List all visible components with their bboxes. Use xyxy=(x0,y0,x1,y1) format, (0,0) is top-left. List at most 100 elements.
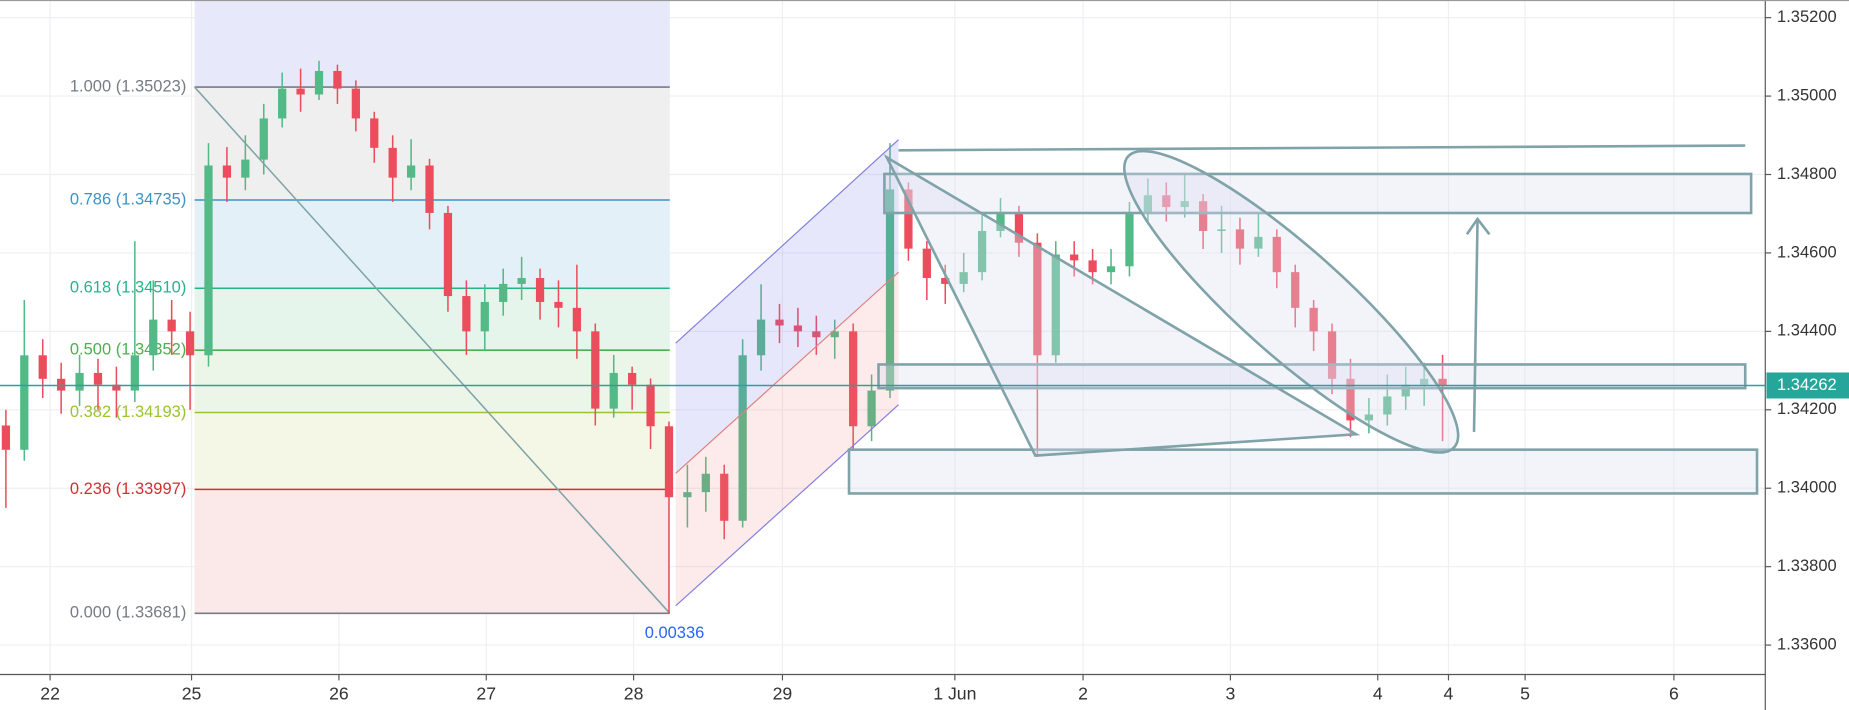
candle-body xyxy=(756,319,766,356)
zone-rectangle xyxy=(883,172,1753,215)
candle-body xyxy=(1070,254,1079,261)
candle-body xyxy=(1125,212,1134,267)
candle-body xyxy=(885,189,895,391)
y-tick-label: 1.34800 xyxy=(1777,164,1837,183)
candle-body xyxy=(1,425,11,450)
candle-body xyxy=(425,165,434,213)
fib-level-label: 0.786 (1.34735) xyxy=(70,189,186,208)
candle-body xyxy=(591,331,600,409)
candle-body xyxy=(314,70,324,95)
candle-body xyxy=(609,372,618,409)
candle-body xyxy=(1033,242,1042,356)
candle-body xyxy=(1327,331,1337,379)
candle-body xyxy=(1254,236,1263,249)
fib-band xyxy=(194,199,670,289)
candle-body xyxy=(1217,229,1226,231)
candle-body xyxy=(1401,384,1410,397)
candle-body xyxy=(204,165,213,356)
fib-level-label: 0.000 (1.33681) xyxy=(70,603,186,622)
channel-line xyxy=(675,271,899,474)
fib-trend-line xyxy=(194,86,671,614)
x-tick-label: 1 Jun xyxy=(933,683,976,703)
candle-body xyxy=(370,118,379,148)
candle-body xyxy=(130,355,139,391)
y-tick-label: 1.35200 xyxy=(1777,7,1837,26)
candle-body xyxy=(149,319,158,356)
fib-level-label: 0.618 (1.34510) xyxy=(70,278,186,297)
channel-upper-fill xyxy=(675,139,899,474)
candle-body xyxy=(922,248,931,279)
channel-line xyxy=(675,139,899,344)
candle-body xyxy=(1438,378,1447,386)
fib-level-label: 0.236 (1.33997) xyxy=(70,479,186,498)
candle-body xyxy=(333,70,342,89)
candle-body xyxy=(1088,260,1097,273)
candle-body xyxy=(738,355,747,521)
candle-body xyxy=(38,355,47,379)
candle-body xyxy=(720,473,729,521)
candle-body xyxy=(167,319,176,332)
candle-body xyxy=(683,492,692,498)
x-tick-label: 29 xyxy=(773,683,793,703)
candle-body xyxy=(996,212,1005,231)
candle-body xyxy=(241,159,250,178)
candle-body xyxy=(1309,307,1318,332)
candle-body xyxy=(701,473,710,493)
candle-body xyxy=(112,384,121,391)
y-tick-label: 1.34600 xyxy=(1777,242,1837,261)
candle-body xyxy=(296,88,305,95)
candle-body xyxy=(517,278,526,284)
candle-body xyxy=(1272,236,1281,273)
candle-body xyxy=(775,319,784,326)
x-tick-label: 26 xyxy=(329,683,349,703)
trend-line xyxy=(898,144,1746,152)
arrow-head xyxy=(1465,216,1491,236)
candle-body xyxy=(959,272,968,284)
candle-body xyxy=(977,230,987,273)
candle-body xyxy=(222,165,232,178)
candle-body xyxy=(1180,201,1189,208)
candle-body xyxy=(75,372,84,391)
x-tick-label: 5 xyxy=(1520,683,1530,703)
candle-body xyxy=(830,331,839,338)
candle-body xyxy=(1014,212,1024,243)
candle-body xyxy=(1420,378,1429,385)
candle-body xyxy=(57,378,66,391)
fib-range-label: 0.00336 xyxy=(645,623,705,642)
y-tick-label: 1.35000 xyxy=(1777,85,1837,104)
x-tick-label: 22 xyxy=(40,683,60,703)
x-tick-label: 2 xyxy=(1078,683,1088,703)
candle-body xyxy=(535,278,545,302)
y-tick-label: 1.33800 xyxy=(1777,556,1837,575)
fib-extension-fill xyxy=(194,0,670,88)
candle-body xyxy=(1346,378,1355,421)
x-tick-label: 6 xyxy=(1669,683,1679,703)
candle-body xyxy=(812,331,821,338)
triangle xyxy=(883,154,1361,457)
candle-body xyxy=(867,390,876,427)
candle-body xyxy=(259,118,268,160)
arrow xyxy=(1472,218,1479,432)
candle-body xyxy=(406,165,416,178)
candle-body xyxy=(793,325,803,332)
fib-band xyxy=(194,489,670,614)
candle-body xyxy=(278,88,287,119)
y-tick-label: 1.33600 xyxy=(1777,634,1837,653)
fib-retracement: 1.000 (1.35023) 0.786 (1.34735) 0.618 (1.3… xyxy=(70,0,704,642)
candle-body xyxy=(554,301,563,308)
candle-body xyxy=(351,88,360,119)
fib-band xyxy=(194,288,670,351)
last-price-label: 1.34262 xyxy=(1777,375,1837,394)
fib-level-label: 1.000 (1.35023) xyxy=(70,76,186,95)
ellipse xyxy=(1123,149,1460,454)
candle-body xyxy=(185,331,195,356)
drawings xyxy=(675,139,1759,607)
x-tick-label: 28 xyxy=(624,683,644,703)
candle-body xyxy=(1364,414,1374,421)
x-tick-label: 25 xyxy=(182,683,202,703)
candle-body xyxy=(20,355,29,450)
y-tick-label: 1.34200 xyxy=(1777,399,1837,418)
x-tick-label: 4 xyxy=(1444,683,1454,703)
candle-body xyxy=(1383,396,1392,415)
